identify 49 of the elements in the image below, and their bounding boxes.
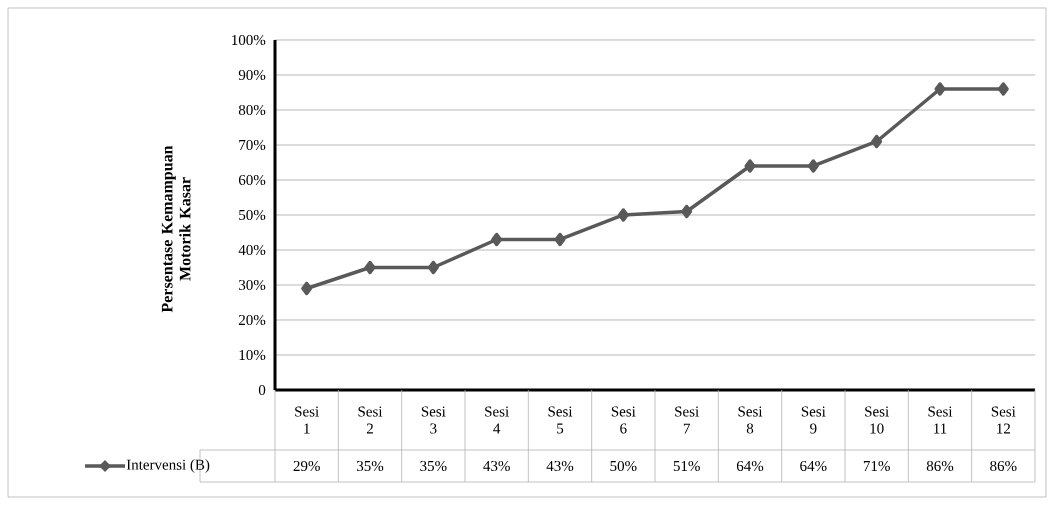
- x-tick-label: Sesi 1: [295, 406, 319, 434]
- point: [871, 134, 883, 149]
- data-label: 86%: [990, 460, 1017, 472]
- y-tick-label: 20%: [238, 314, 266, 326]
- point: [744, 159, 756, 173]
- data-label: 71%: [863, 460, 890, 472]
- data-label: 64%: [736, 460, 764, 472]
- x-tick-label: Sesi 8: [738, 406, 763, 434]
- y-tick-label: 50%: [239, 209, 266, 221]
- legend-label: Intervensi (B): [126, 459, 210, 473]
- y-tick-label: 90%: [238, 69, 266, 81]
- point: [364, 260, 376, 275]
- point: [301, 281, 313, 296]
- x-tick-label: Sesi 3: [421, 406, 446, 434]
- point: [681, 204, 693, 219]
- point: [427, 260, 439, 275]
- y-tick-label: 0: [258, 384, 266, 396]
- data-label: 43%: [483, 460, 510, 472]
- x-tick-label: Sesi 4: [485, 406, 509, 434]
- y-tick-label: 10%: [239, 349, 266, 361]
- x-tick-label: Sesi 10: [865, 406, 889, 434]
- y-tick-label: 30%: [239, 279, 266, 291]
- y-tick-label: 100%: [232, 34, 266, 46]
- data-label: 64%: [800, 460, 827, 472]
- data-label: 35%: [356, 460, 384, 472]
- point: [617, 208, 629, 222]
- data-label: 43%: [546, 460, 574, 472]
- x-tick-label: Sesi 12: [991, 406, 1016, 434]
- y-tick-label: 40%: [238, 244, 266, 256]
- x-tick-label: Sesi 2: [358, 406, 383, 434]
- point: [491, 232, 503, 247]
- point: [554, 232, 566, 247]
- data-label: 51%: [673, 460, 700, 472]
- data-label: 86%: [926, 460, 954, 472]
- point: [807, 159, 819, 173]
- x-tick-label: Sesi 6: [611, 406, 636, 434]
- x-tick-label: Sesi 7: [675, 406, 699, 434]
- point: [934, 82, 946, 96]
- data-label: 50%: [610, 460, 637, 472]
- y-axis-title: Persentase Kemampuan Motorik Kasar: [161, 145, 191, 313]
- x-tick-label: Sesi 9: [801, 406, 826, 434]
- data-label: 29%: [293, 460, 320, 472]
- x-tick-label: Sesi 11: [928, 406, 953, 434]
- y-tick-label: 60%: [238, 174, 266, 186]
- point: [997, 82, 1009, 96]
- y-tick-label: 70%: [239, 139, 266, 151]
- y-tick-label: 80%: [238, 104, 266, 116]
- data-label: 35%: [420, 460, 447, 472]
- x-tick-label: Sesi 5: [548, 406, 573, 434]
